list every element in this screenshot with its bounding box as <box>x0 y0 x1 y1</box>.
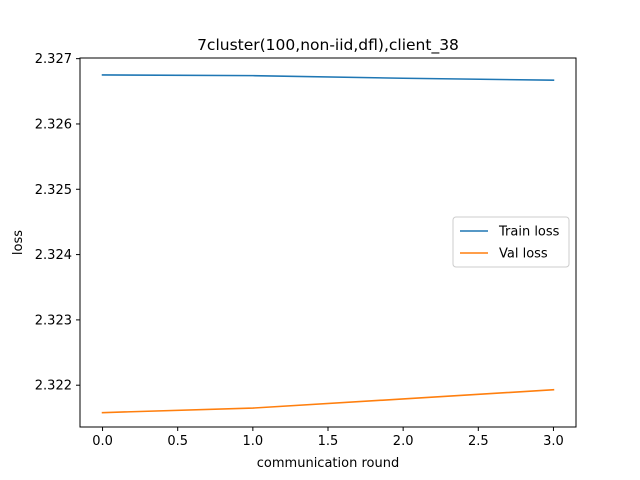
legend: Train loss Val loss <box>452 216 570 268</box>
series-line-val-loss <box>101 388 555 414</box>
axes-frame <box>79 57 577 428</box>
x-tick-label: 2.0 <box>393 434 414 449</box>
x-tick-label: 3.0 <box>543 434 564 449</box>
series-lines <box>101 74 555 414</box>
chart-title: 7cluster(100,non-iid,dfl),client_38 <box>197 36 459 55</box>
x-tick-label: 1.5 <box>318 434 339 449</box>
y-axis-label: loss <box>11 230 26 255</box>
y-tick-label: 2.324 <box>35 248 72 263</box>
legend-box <box>452 216 570 268</box>
y-tick-label: 2.325 <box>35 183 72 198</box>
axis-ticks: 0.0 0.5 1.0 1.5 2.0 2.5 3.0 2.322 2.323 2.324 2.32… <box>35 52 564 449</box>
y-tick-label: 2.322 <box>35 379 72 394</box>
y-tick-label: 2.323 <box>35 313 72 328</box>
series-line-train-loss <box>101 74 555 82</box>
y-tick-label: 2.326 <box>35 117 72 132</box>
x-axis-label: communication round <box>257 456 399 471</box>
x-tick-label: 2.5 <box>468 434 489 449</box>
legend-entry-label: Train loss <box>498 225 560 240</box>
y-tick-label: 2.327 <box>35 52 72 67</box>
x-tick-label: 1.0 <box>243 434 264 449</box>
x-tick-label: 0.5 <box>167 434 188 449</box>
x-tick-label: 0.0 <box>92 434 113 449</box>
legend-entry-label: Val loss <box>499 247 548 262</box>
